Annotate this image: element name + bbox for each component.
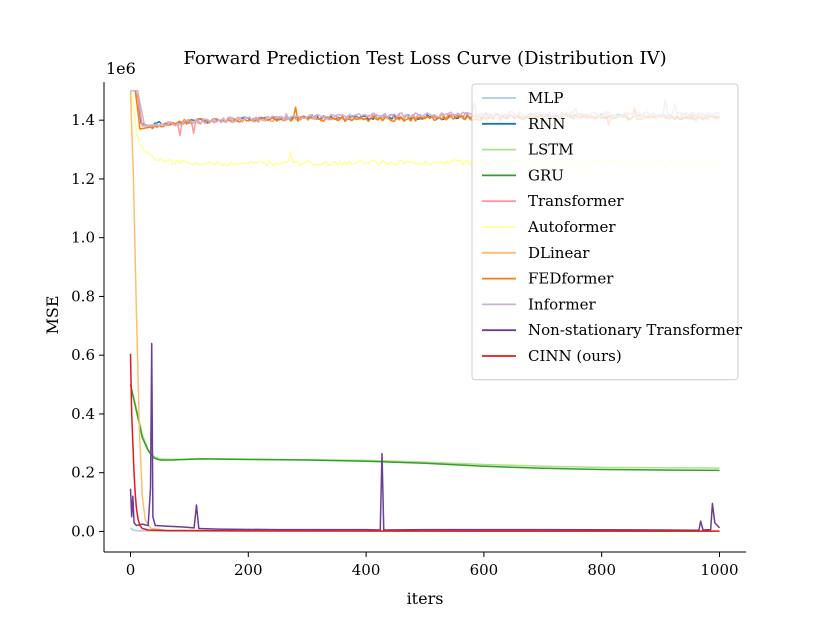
legend-label: LSTM [528, 141, 574, 159]
legend: MLP RNN LSTM GRU Transformer Autoformer DLinea… [471, 83, 743, 381]
chart-title: Forward Prediction Test Loss Curve (Dist… [183, 48, 666, 69]
legend-label: Autoformer [527, 218, 616, 236]
y-tick-label: 1.4 [71, 111, 95, 129]
y-tick-label: 0.2 [71, 464, 95, 482]
y-tick-label: 0.8 [71, 287, 95, 305]
y-tick-label: 1.0 [71, 229, 95, 247]
legend-label: RNN [528, 115, 566, 133]
series-line-2 [129, 384, 720, 469]
x-tick-label: 600 [470, 561, 499, 579]
legend-label: DLinear [528, 244, 590, 262]
legend-label: CINN (ours) [528, 347, 622, 365]
legend-label: Informer [528, 295, 596, 313]
legend-label: MLP [528, 89, 563, 107]
x-tick-label: 200 [234, 561, 263, 579]
x-tick-label: 400 [352, 561, 381, 579]
series-line-10 [129, 353, 720, 532]
legend-label: Transformer [528, 192, 624, 210]
x-tick-label: 1000 [700, 561, 738, 579]
y-tick-label: 0.4 [71, 405, 95, 423]
legend-label: Non-stationary Transformer [528, 321, 743, 339]
series-line-3 [129, 384, 720, 472]
y-tick-label: 0.0 [71, 522, 95, 540]
axes: 0 200 400 600 800 1000 0.0 0.2 0.4 0.6 0.8 1.0 1.2 1.… [71, 82, 746, 579]
y-tick-label: 1.2 [71, 170, 95, 188]
x-axis-label: iters [407, 589, 444, 608]
y-axis-label: MSE [43, 295, 62, 334]
x-tick-label: 0 [126, 561, 136, 579]
y-tick-label: 0.6 [71, 346, 95, 364]
series-line-9 [129, 342, 721, 532]
plot-area [129, 90, 721, 532]
x-tick-label: 800 [587, 561, 616, 579]
legend-label: GRU [528, 166, 564, 184]
legend-box [471, 83, 739, 381]
y-scale-label: 1e6 [106, 59, 136, 78]
legend-label: FEDformer [528, 270, 614, 288]
